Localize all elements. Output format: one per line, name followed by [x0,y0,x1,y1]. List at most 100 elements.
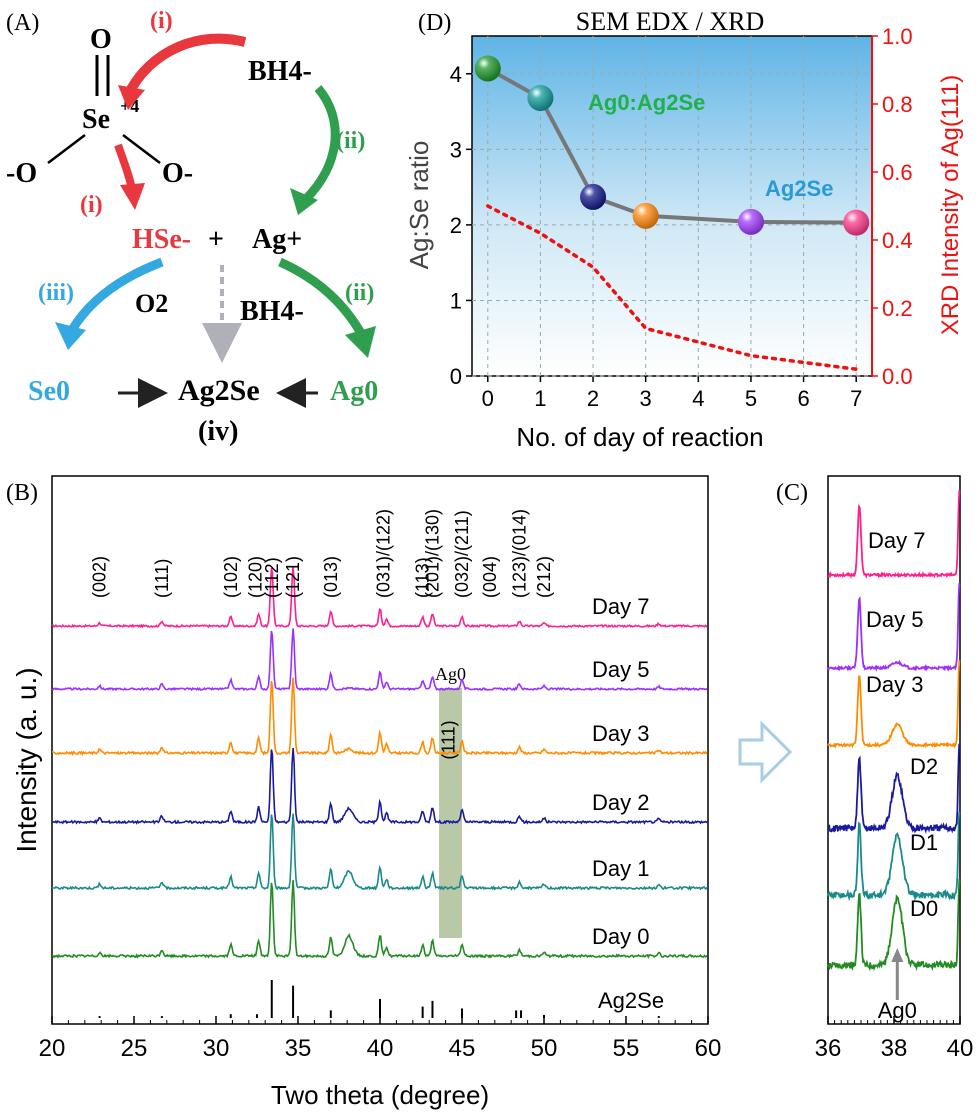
tick-label-x: 1 [534,386,546,411]
tick-label-x: 4 [692,386,704,411]
green-arrow-bottom [278,257,366,338]
tick-label-x: 0 [482,386,494,411]
chart-d-ylabel: Ag:Se ratio [404,141,434,270]
panel-a-label: (A) [6,10,39,36]
tick-label-x: 60 [695,1035,722,1062]
miller-index-label: (112) [262,557,282,598]
green-arrow-top-head [290,188,318,215]
miller-index-label: (123)/(014) [509,509,529,598]
bond-right [122,134,161,164]
oxygen-left: -O [6,158,37,189]
blue-arrow-head [55,322,86,350]
ratio-marker-shine [632,202,659,229]
tick-label-x: 40 [947,1035,974,1062]
step-i-bottom: (i) [80,192,103,218]
series-label: Day 2 [592,790,649,815]
tick-label-x: 55 [613,1035,640,1062]
panel-c-label: (C) [776,480,808,506]
panel-c-chart: (C) Day 7 Day 5 Day 3 D2 D1 D0 Ag0 36 38 40 [776,475,974,1062]
tick-label-y2: 0.8 [882,92,913,117]
zoom-pattern [827,743,961,835]
red-arrow-down-head [120,183,145,210]
xrd-pattern [51,748,708,825]
step-i-top: (i) [150,8,173,34]
chart-b-ylabel: Intensity (a. u.) [11,667,42,852]
panel-b-chart: (B) Ag0 (111) Day 7 Day 5 Day 3 Day 2 Day 1 Day… [6,475,722,1110]
xrd-pattern [51,677,708,756]
silver-zero: Ag0 [330,376,378,407]
tick-label-x: 7 [850,386,862,411]
ag0-pointer-head [891,948,904,962]
bond-left [47,134,86,164]
tick-label-x: 3 [640,386,652,411]
xrd-pattern [51,628,708,692]
tick-label-x: 40 [367,1035,394,1062]
chart-d-plot-area [471,35,873,377]
series-label: Day 1 [592,856,649,881]
zoom-series-label: D1 [910,830,938,855]
tick-label-x: 30 [203,1035,230,1062]
panel-a-scheme: (A) O Se +4 -O O- BH4- (i) (i) (ii) HSe-… [6,8,378,447]
series-label: Day 5 [592,657,649,682]
ratio-marker-shine [474,55,501,82]
miller-index-label: (032)/(211) [452,510,472,598]
highlight-111-label: (111) [439,720,459,759]
tick-label-y: 0 [450,364,462,389]
series-label: Day 0 [592,924,649,949]
product-ag2se: Ag2Se [178,374,260,407]
chart-c-plot-area [827,475,961,1025]
miller-index-label: (113) [413,557,433,598]
oxygen-top: O [90,24,112,55]
tick-label-y: 3 [450,137,462,162]
zoom-series-label: Day 7 [868,528,925,553]
tick-label-y: 1 [450,288,462,313]
oxygen-molecule: O2 [135,289,168,318]
zoom-series-label: D2 [910,754,938,779]
red-arrow-down [114,143,136,191]
panel-d-chart: (D) SEM EDX / XRD 0 1 2 3 4 5 6 7 0 1 2 3 4 0.0 0.2 0.4… [404,7,964,452]
chart-b-xlabel: Two theta (degree) [271,1080,489,1110]
blue-arrow [68,257,164,333]
xrd-pattern [51,813,708,891]
green-arrow-top [301,85,340,204]
tick-label-x: 38 [881,1035,908,1062]
chart-d-y2label: XRD Intensity of Ag(111) [937,75,964,336]
ag0-peak-label: Ag0 [878,998,917,1023]
step-ii-top: (ii) [336,128,365,154]
annotation-ag0-ag2se: Ag0:Ag2Se [588,90,705,115]
tick-label-x: 50 [531,1035,558,1062]
zoom-pattern [827,490,961,579]
reference-label: Ag2Se [598,988,664,1013]
ratio-marker-shine [527,84,554,111]
miller-index-label: (031)/(122) [373,509,393,598]
selenium-atom: Se [82,104,110,135]
miller-index-label: (002) [90,556,110,598]
silver-ion: Ag+ [252,224,302,255]
step-iv: (iv) [198,416,238,447]
ag-111-highlight-band [439,688,462,938]
tick-label-x: 35 [285,1035,312,1062]
zoom-pattern [827,660,961,749]
tick-label-x: 2 [587,386,599,411]
step-iii: (iii) [38,280,74,306]
tick-label-x: 20 [39,1035,66,1062]
miller-index-label: (121) [283,556,303,598]
tick-label-x: 6 [797,386,809,411]
plus-sign: + [208,224,224,255]
oxygen-right: O- [162,158,193,189]
tick-label-x: 45 [449,1035,476,1062]
xrd-pattern [51,566,708,629]
zoom-pattern [827,812,961,902]
hse-ion: HSe- [132,224,191,255]
zoom-arrow-icon [738,720,793,784]
tick-label-y2: 0.2 [882,296,913,321]
tick-label-x: 36 [815,1035,842,1062]
borohydride-bottom: BH4- [240,296,304,327]
tick-label-y2: 1.0 [882,24,913,49]
miller-index-label: (111) [152,559,172,598]
miller-index-label: (102) [221,556,241,598]
series-label: Day 3 [592,721,649,746]
xrd-pattern [51,880,708,959]
selenium-zero: Se0 [28,376,70,407]
